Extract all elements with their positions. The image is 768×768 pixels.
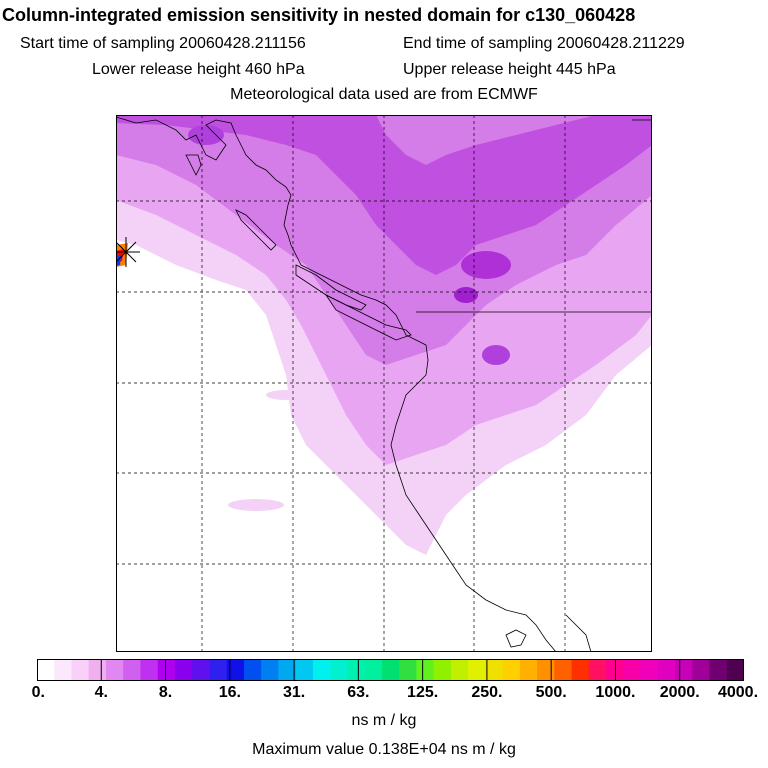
colorbar bbox=[37, 659, 744, 681]
colorbar-swatch bbox=[433, 659, 452, 681]
coastline bbox=[116, 116, 557, 652]
coastline bbox=[505, 629, 527, 648]
colorbar-swatch bbox=[261, 659, 280, 681]
colorbar-tick-label: 4000. bbox=[717, 684, 759, 701]
met-data-label: Meteorological data used are from ECMWF bbox=[230, 86, 538, 103]
upper-release-label: Upper release height 445 hPa bbox=[403, 61, 616, 78]
field-patch bbox=[266, 390, 306, 400]
colorbar-frame bbox=[37, 659, 744, 681]
colorbar-swatch bbox=[88, 659, 107, 681]
sensitivity-map bbox=[116, 115, 652, 652]
colorbar-tick-label: 16. bbox=[218, 684, 241, 701]
coastline bbox=[565, 614, 592, 652]
colorbar-tick-label: 500. bbox=[535, 684, 567, 701]
colorbar-swatch bbox=[192, 659, 211, 681]
colorbar-swatch bbox=[692, 659, 711, 681]
colorbar-tick-label: 2000. bbox=[659, 684, 700, 701]
chart-title: Column-integrated emission sensitivity i… bbox=[2, 5, 636, 25]
coastline bbox=[295, 264, 367, 311]
colorbar-swatch bbox=[226, 659, 245, 681]
start-time-label: Start time of sampling 20060428.211156 bbox=[20, 35, 306, 52]
max-value-label: Maximum value 0.138E+04 ns m / kg bbox=[252, 741, 516, 758]
colorbar-swatch bbox=[709, 659, 728, 681]
colorbar-tick-label: 250. bbox=[471, 684, 503, 701]
colorbar-tick-label: 125. bbox=[407, 684, 439, 701]
colorbar-ticks bbox=[100, 659, 681, 681]
colorbar-swatch bbox=[312, 659, 331, 681]
political-border bbox=[416, 119, 652, 313]
colorbar-swatch bbox=[554, 659, 573, 681]
colorbar-tick-label: 8. bbox=[158, 684, 173, 701]
map-frame bbox=[116, 115, 652, 652]
colorbar-swatch bbox=[54, 659, 73, 681]
field-hotspot bbox=[482, 345, 510, 365]
colorbar-tick-label: 31. bbox=[282, 684, 306, 701]
field-hotspot bbox=[461, 251, 511, 279]
colorbar-swatch bbox=[157, 659, 176, 681]
colorbar-swatch bbox=[416, 659, 435, 681]
colorbar-tick-label: 1000. bbox=[595, 684, 636, 701]
colorbar-swatch bbox=[37, 659, 55, 681]
colorbar-swatch bbox=[209, 659, 228, 681]
end-time-label: End time of sampling 20060428.211229 bbox=[403, 35, 685, 52]
colorbar-swatch bbox=[174, 659, 193, 681]
colorbar-swatch bbox=[399, 659, 417, 681]
units-label: ns m / kg bbox=[351, 712, 417, 729]
colorbar-tick-label: 0. bbox=[31, 684, 46, 701]
colorbar-swatch bbox=[381, 659, 400, 681]
coastlines bbox=[116, 116, 592, 652]
border-line bbox=[632, 119, 652, 135]
colorbar-swatch bbox=[364, 659, 383, 681]
coastline bbox=[324, 293, 412, 341]
colorbar-swatch bbox=[726, 659, 744, 681]
colorbar-swatch bbox=[623, 659, 642, 681]
graticule bbox=[116, 115, 652, 652]
coastline bbox=[235, 209, 277, 251]
colorbar-swatch bbox=[657, 659, 676, 681]
colorbar-swatch bbox=[330, 659, 348, 681]
release-marker-ray bbox=[116, 241, 137, 263]
colorbar-swatch bbox=[450, 659, 469, 681]
colorbar-swatch bbox=[295, 659, 314, 681]
colorbar-swatch bbox=[675, 659, 693, 681]
colorbar-swatch bbox=[571, 659, 590, 681]
field-patch bbox=[228, 499, 284, 511]
colorbar-swatch bbox=[243, 659, 262, 681]
colorbar-swatch bbox=[502, 659, 521, 681]
coastline bbox=[185, 154, 202, 176]
colorbar-swatch bbox=[519, 659, 538, 681]
colorbar-tick-label: 4. bbox=[94, 684, 108, 701]
colorbar-swatch bbox=[105, 659, 124, 681]
colorbar-swatch bbox=[347, 659, 366, 681]
colorbar-swatch bbox=[123, 659, 142, 681]
colorbar-swatch bbox=[485, 659, 504, 681]
colorbar-swatch bbox=[278, 659, 297, 681]
colorbar-swatch bbox=[468, 659, 486, 681]
colorbar-swatch bbox=[588, 659, 607, 681]
lower-release-label: Lower release height 460 hPa bbox=[92, 61, 305, 78]
colorbar-swatch bbox=[140, 659, 159, 681]
field-hotspot bbox=[188, 125, 224, 145]
colorbar-swatch bbox=[537, 659, 555, 681]
colorbar-swatch bbox=[640, 659, 659, 681]
colorbar-swatches bbox=[37, 659, 744, 681]
colorbar-tick-label: 63. bbox=[347, 684, 370, 701]
colorbar-swatch bbox=[71, 659, 90, 681]
field-hotspot bbox=[454, 287, 478, 303]
